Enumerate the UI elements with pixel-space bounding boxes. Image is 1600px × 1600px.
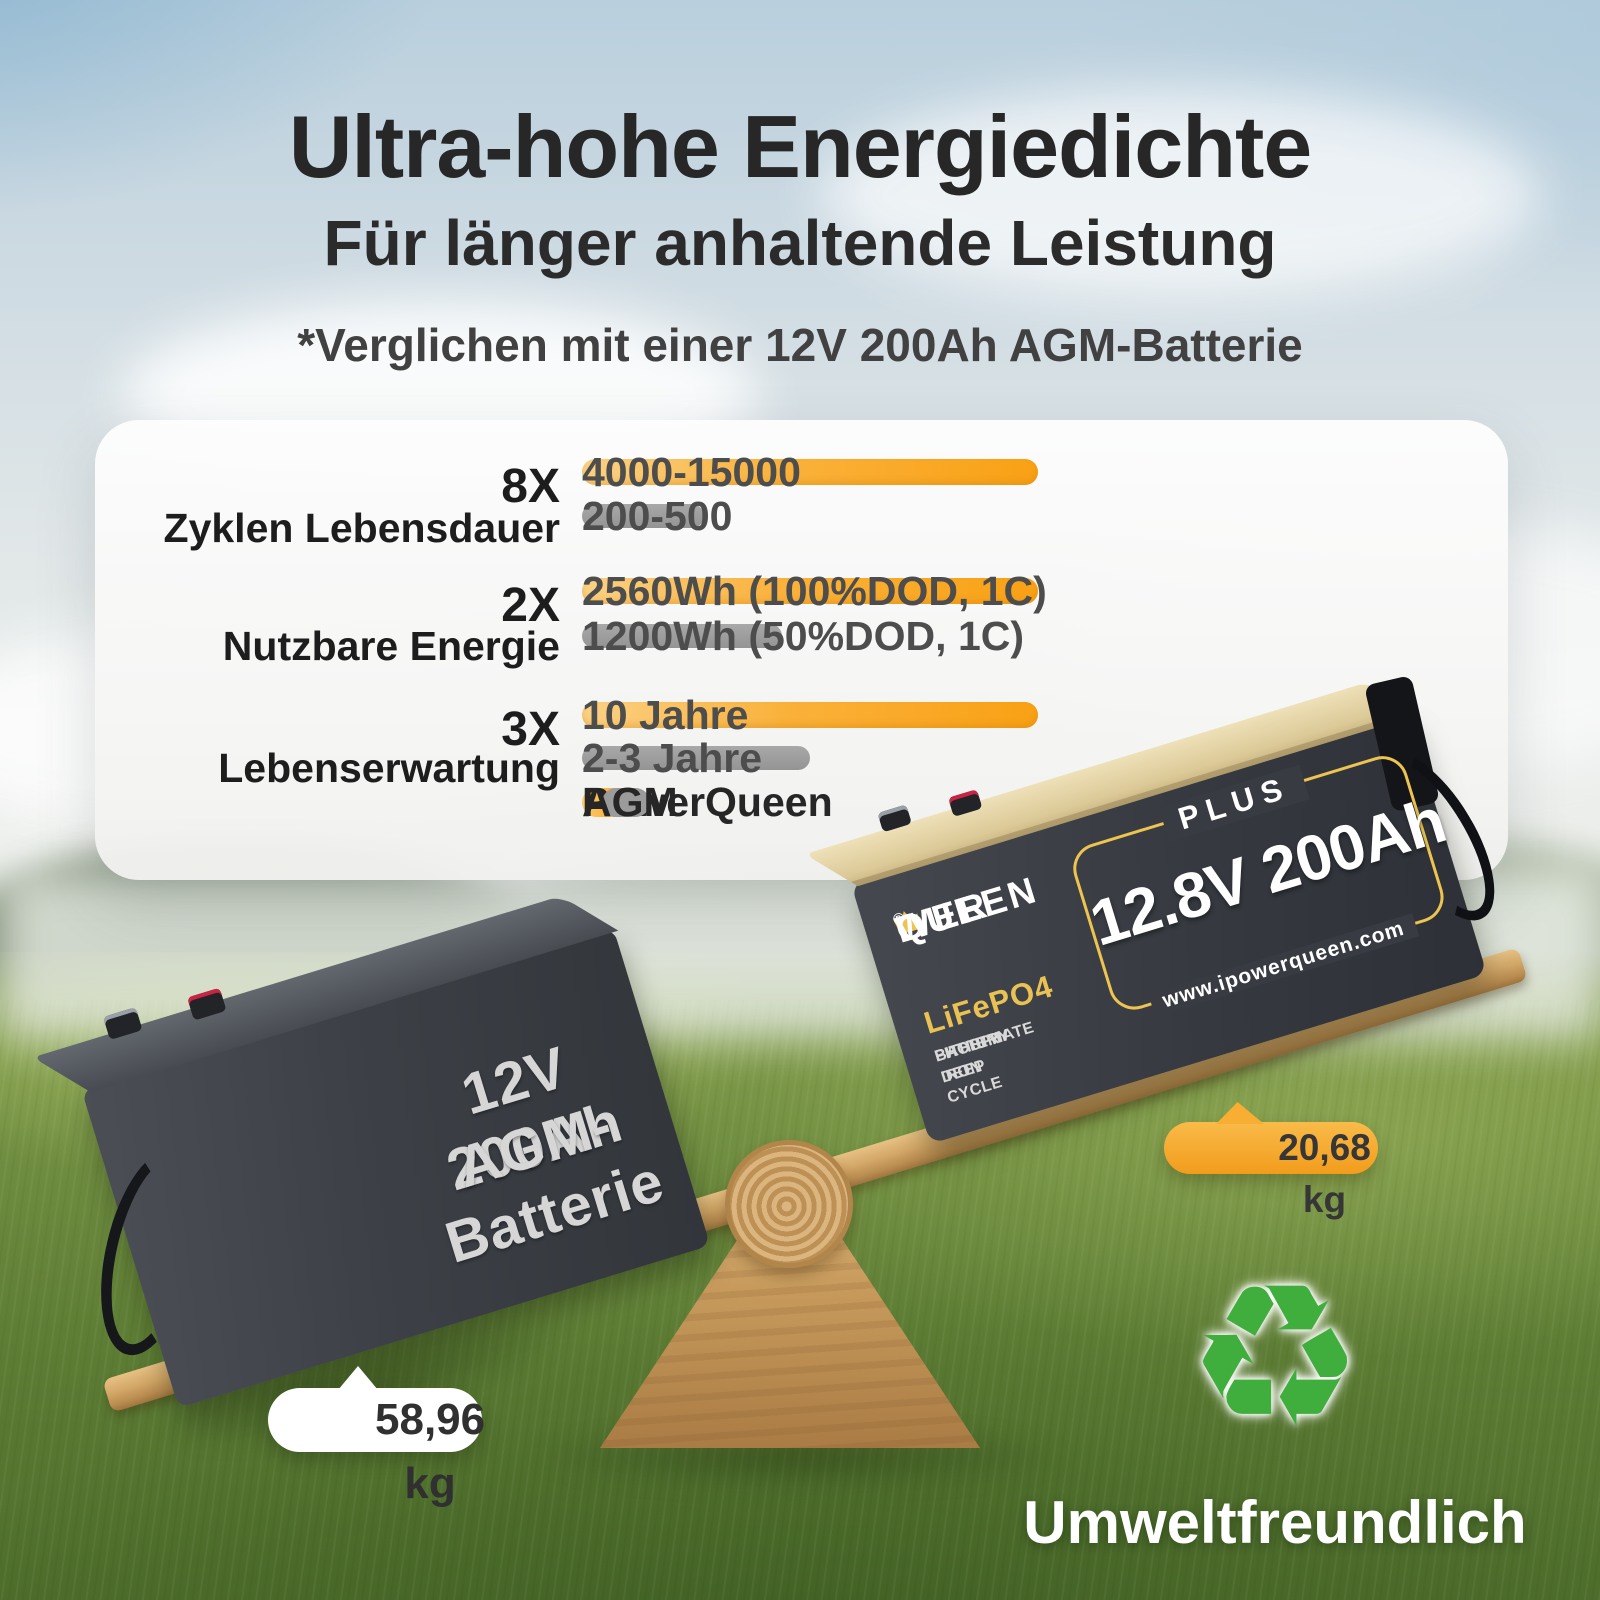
- legend-swatch-agm: [602, 787, 650, 817]
- row1-agm-bar: [582, 504, 704, 528]
- eco-label: Umweltfreundlich: [1023, 1489, 1527, 1556]
- row1-powerqueen-bar: [582, 459, 1038, 485]
- page-subtitle: Für länger anhaltende Leistung: [323, 207, 1277, 279]
- row1-powerqueen-value: 4000-15000: [582, 448, 801, 495]
- cloud: [820, 90, 1540, 300]
- comparison-chart-card: 8X Zyklen Lebensdauer 4000-15000 200-500…: [95, 420, 1508, 880]
- row1-multiplier: 8X: [501, 460, 560, 513]
- row1-agm-value: 200-500: [582, 492, 733, 539]
- row2-powerqueen-value: 2560Wh (100%DOD, 1C): [582, 567, 1047, 614]
- powerqueen-weight-value: 20,68 kg: [1278, 1127, 1371, 1220]
- agm-weight-bubble: 58,96 kg: [268, 1366, 485, 1508]
- row3-agm-value: 2-3 Jahre: [582, 734, 763, 781]
- row3-powerqueen-value: 10 Jahre: [582, 691, 749, 738]
- row2-metric-label: Nutzbare Energie: [222, 623, 560, 669]
- legend-label-agm: AGM: [582, 778, 678, 825]
- recycle-icon: ♻: [1186, 1241, 1364, 1472]
- powerqueen-logo-line2: QUEEN: [890, 868, 1043, 951]
- row2-multiplier: 2X: [501, 579, 560, 632]
- powerqueen-logo: PWER® QUEEN: [890, 868, 1043, 951]
- row1-metric-label: Zyklen Lebensdauer: [163, 505, 560, 551]
- row3-powerqueen-bar: [582, 702, 1038, 728]
- powerqueen-weight-bubble: 20,68 kg: [1164, 1102, 1378, 1220]
- comparison-note: *Verglichen mit einer 12V 200Ah AGM-Batt…: [297, 319, 1303, 371]
- row3-metric-label: Lebenserwartung: [218, 745, 560, 791]
- row2-agm-value: 1200Wh (50%DOD, 1C): [582, 612, 1025, 659]
- row3-multiplier: 3X: [501, 703, 560, 756]
- agm-weight-value: 58,96 kg: [375, 1395, 486, 1508]
- row2-powerqueen-bar: [582, 578, 1038, 604]
- row2-agm-bar: [582, 624, 782, 648]
- seesaw-pivot-disc: [725, 1140, 853, 1268]
- page-title: Ultra-hohe Energiedichte: [288, 97, 1312, 196]
- row3-agm-bar: [582, 746, 810, 770]
